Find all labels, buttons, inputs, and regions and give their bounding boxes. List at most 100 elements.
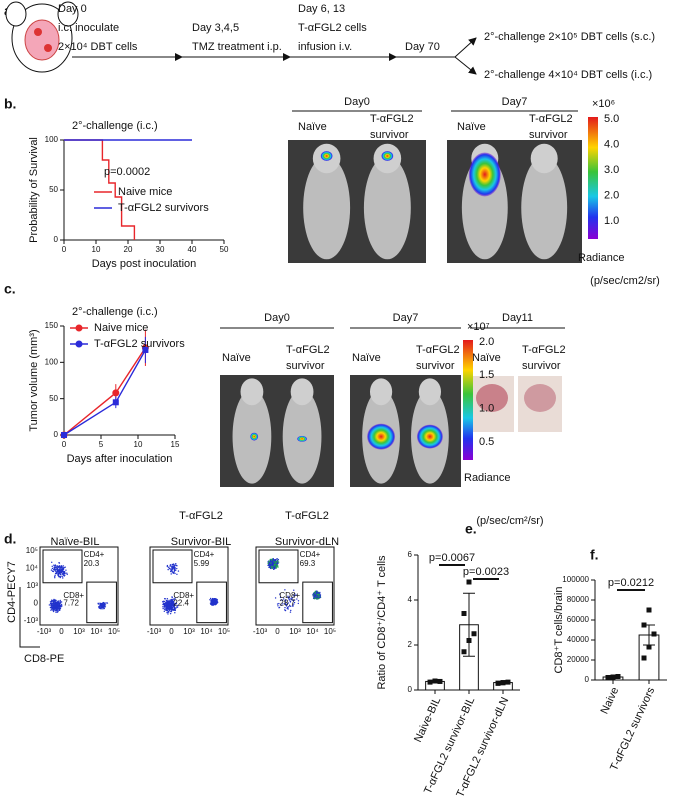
event-dot <box>315 591 318 593</box>
event-dot <box>168 600 170 603</box>
y-tick-label: 100000 <box>562 575 589 584</box>
event-dot <box>288 599 291 601</box>
event-dot <box>58 603 61 606</box>
event-dot <box>66 573 68 576</box>
marker <box>61 432 67 438</box>
gate <box>86 581 117 624</box>
event-dot <box>60 567 62 569</box>
event-dot <box>64 566 66 568</box>
colorbar-tick: 0.5 <box>479 436 494 448</box>
event-dot <box>177 604 179 607</box>
y-tick-label: 10⁴ <box>26 564 39 573</box>
event-dot <box>216 601 218 604</box>
day-header: Day0 <box>264 312 290 324</box>
data-point <box>461 611 467 616</box>
event-dot <box>211 604 213 606</box>
colorbar-tick: 1.0 <box>604 215 619 227</box>
event-dot <box>165 599 168 602</box>
gate-value: 69.3 <box>300 559 316 568</box>
event-dot <box>55 611 57 613</box>
mouse-label: T-αFGL2 <box>522 344 566 356</box>
step-text: Day 3,4,5 <box>192 22 239 34</box>
event-dot <box>277 561 280 563</box>
event-dot <box>280 604 283 606</box>
tumor <box>524 384 556 412</box>
gate-value: 20.3 <box>84 559 100 568</box>
event-dot <box>287 595 289 598</box>
x-tick-label: -10³ <box>37 627 52 636</box>
event-dot <box>56 607 58 609</box>
colorbar-tick: 4.0 <box>604 138 619 150</box>
event-dot <box>165 608 168 610</box>
event-dot <box>293 599 296 601</box>
event-dot <box>56 573 58 575</box>
event-dot <box>169 605 172 607</box>
y-tick-label: 20000 <box>567 655 590 664</box>
colorbar-tick: 2.0 <box>479 336 494 348</box>
colorbar-tick: 1.5 <box>479 369 494 381</box>
event-dot <box>167 602 169 604</box>
event-dot <box>51 604 53 606</box>
event-dot <box>171 566 173 568</box>
gate <box>258 549 299 584</box>
event-dot <box>169 570 172 573</box>
event-dot <box>292 595 295 597</box>
signal <box>367 423 396 450</box>
event-dot <box>58 606 60 608</box>
event-dot <box>162 607 164 610</box>
event-dot <box>319 591 321 594</box>
event-dot <box>55 606 58 608</box>
event-dot <box>99 607 102 610</box>
event-dot <box>271 567 273 569</box>
event-dot <box>297 600 300 602</box>
event-dot <box>279 593 281 595</box>
panel-label: b. <box>4 96 16 112</box>
plot-title: Survivor-BIL <box>171 536 232 548</box>
event-dot <box>269 565 271 567</box>
event-dot <box>314 593 316 596</box>
event-dot <box>61 570 64 573</box>
event-dot <box>166 611 168 614</box>
event-dot <box>50 605 53 608</box>
event-dot <box>163 610 166 613</box>
gate-value: 5.99 <box>194 559 210 568</box>
event-dot <box>289 600 292 602</box>
annotation: p=0.0023 <box>463 566 509 578</box>
y-tick-label: 6 <box>408 550 413 559</box>
flow-plot <box>255 546 335 626</box>
data-point <box>605 675 611 680</box>
event-dot <box>173 568 176 570</box>
event-dot <box>289 605 291 607</box>
colorbar-tick: 5.0 <box>604 113 619 125</box>
event-dot <box>286 607 288 610</box>
event-dot <box>59 606 62 608</box>
step-text: infusion i.v. <box>298 41 352 53</box>
mouse-body <box>363 155 411 260</box>
gate-value: 28.7 <box>279 598 295 607</box>
mouse-ear <box>57 1 79 27</box>
event-dot <box>62 567 64 569</box>
mouse-label: T-αFGL2 <box>370 113 414 125</box>
day-header: Day7 <box>502 96 528 108</box>
event-dot <box>282 603 284 605</box>
event-dot <box>275 567 277 569</box>
event-dot <box>316 596 318 599</box>
event-dot <box>211 601 214 604</box>
event-dot <box>272 558 275 561</box>
x-tick-label: 10⁴ <box>306 627 319 636</box>
annotation: p=0.0067 <box>429 552 475 564</box>
event-dot <box>165 602 167 604</box>
panel-label: c. <box>4 281 16 297</box>
event-dot <box>58 569 61 571</box>
signal <box>320 150 333 161</box>
colorbar-unit: (p/sec/cm²/sr) <box>476 515 543 527</box>
event-dot <box>52 603 54 605</box>
event-dot <box>170 604 173 607</box>
event-dot <box>54 575 56 578</box>
event-dot <box>275 566 278 568</box>
data-point <box>505 679 511 685</box>
event-dot <box>56 565 58 567</box>
event-dot <box>105 602 107 604</box>
gate <box>152 549 193 584</box>
event-dot <box>170 569 172 572</box>
